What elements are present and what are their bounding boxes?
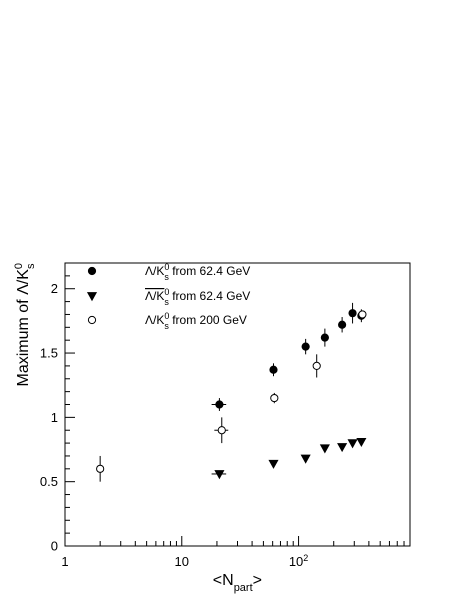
series-2 — [211, 437, 367, 480]
y-axis: 0 0.5 1 1.5 2 — [40, 262, 75, 554]
legend-marker — [87, 315, 97, 325]
data-point — [268, 459, 279, 469]
y-tick-label: 1 — [51, 410, 58, 425]
data-point — [215, 400, 224, 409]
legend-label: Λ/K0 s from 200 GeV — [145, 311, 247, 331]
data-point — [301, 342, 310, 351]
data-point — [270, 393, 279, 403]
x-tick-label: 1 — [61, 554, 68, 569]
y-tick-label: 1.5 — [40, 346, 58, 361]
data-point — [269, 365, 278, 374]
legend-label: Λ/K0 s from 62.4 GeV — [145, 262, 250, 282]
data-point — [319, 444, 330, 454]
x-tick-label: 102 — [289, 553, 308, 569]
data-point — [337, 443, 348, 453]
data-point — [348, 309, 357, 318]
y-axis-title: Maximum of Λ/K0s — [13, 263, 37, 387]
y-tick-label: 0.5 — [40, 474, 58, 489]
data-points — [96, 302, 367, 482]
data-point — [96, 464, 105, 473]
y-tick-label: 2 — [51, 281, 58, 296]
plot-frame — [64, 262, 411, 547]
plot-border — [64, 262, 411, 547]
data-point — [358, 310, 367, 319]
data-point — [338, 320, 347, 329]
data-point — [214, 470, 225, 480]
x-axis-title: <Npart> — [213, 572, 262, 594]
y-tick-label: 0 — [51, 539, 58, 554]
x-axis: 1 10 102 — [61, 536, 411, 569]
legend-marker — [87, 266, 97, 276]
data-point — [312, 361, 321, 371]
data-point — [356, 437, 367, 448]
legend-marker — [86, 292, 98, 302]
series-3 — [96, 310, 367, 482]
legend: Λ/K0 s from 62.4 GeV Λ/K0 s from 62.4 GeV Λ/… — [86, 262, 250, 331]
data-point — [347, 439, 358, 449]
data-point — [300, 454, 311, 464]
data-point — [320, 333, 329, 342]
x-tick-label: 10 — [175, 554, 189, 569]
data-point — [217, 426, 226, 435]
legend-label: Λ/K0 s from 62.4 GeV — [145, 287, 250, 307]
